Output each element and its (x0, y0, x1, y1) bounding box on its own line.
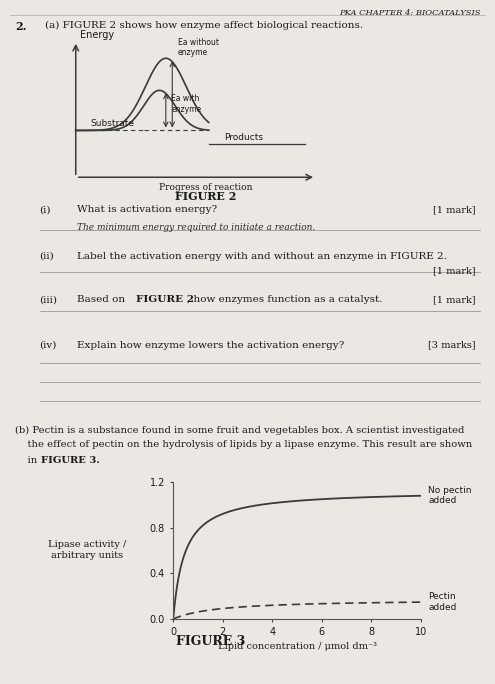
Text: Based on: Based on (77, 295, 128, 304)
X-axis label: Lipid concentration / μmol dm⁻³: Lipid concentration / μmol dm⁻³ (217, 642, 377, 650)
Text: Progress of reaction: Progress of reaction (159, 183, 252, 192)
Text: Substrate: Substrate (91, 120, 135, 129)
Text: Lipase activity /
arbitrary units: Lipase activity / arbitrary units (48, 540, 126, 560)
Text: (i): (i) (40, 205, 51, 214)
Text: FIGURE 3.: FIGURE 3. (41, 456, 99, 464)
Text: 2.: 2. (15, 21, 26, 31)
Text: FIGURE 2: FIGURE 2 (136, 295, 194, 304)
Text: Ea with
enzyme: Ea with enzyme (171, 94, 201, 114)
Text: the effect of pectin on the hydrolysis of lipids by a lipase enzyme. This result: the effect of pectin on the hydrolysis o… (15, 440, 472, 449)
Text: (b) Pectin is a substance found in some fruit and vegetables box. A scientist in: (b) Pectin is a substance found in some … (15, 425, 464, 434)
Text: Energy: Energy (80, 29, 114, 40)
Text: FIGURE 3: FIGURE 3 (176, 635, 245, 648)
Text: Label the activation energy with and without an enzyme in FIGURE 2.: Label the activation energy with and wit… (77, 252, 446, 261)
Text: What is activation energy?: What is activation energy? (77, 205, 217, 214)
Text: Ea without
enzyme: Ea without enzyme (178, 38, 219, 57)
Text: Explain how enzyme lowers the activation energy?: Explain how enzyme lowers the activation… (77, 341, 344, 350)
Text: FIGURE 2: FIGURE 2 (175, 191, 236, 202)
Text: in: in (15, 456, 40, 464)
Text: , how enzymes function as a catalyst.: , how enzymes function as a catalyst. (187, 295, 383, 304)
Text: (ii): (ii) (40, 252, 54, 261)
Text: [1 mark]: [1 mark] (433, 295, 475, 304)
Text: (a) FIGURE 2 shows how enzyme affect biological reactions.: (a) FIGURE 2 shows how enzyme affect bio… (45, 21, 363, 29)
Text: The minimum energy required to initiate a reaction.: The minimum energy required to initiate … (77, 223, 315, 232)
Text: PKA CHAPTER 4: BIOCATALYSIS: PKA CHAPTER 4: BIOCATALYSIS (339, 9, 480, 17)
Text: Pectin
added: Pectin added (428, 592, 456, 611)
Text: No pectin
added: No pectin added (428, 486, 472, 505)
Text: Products: Products (224, 133, 263, 142)
Text: [3 marks]: [3 marks] (428, 341, 475, 350)
Text: (iii): (iii) (40, 295, 57, 304)
Text: (iv): (iv) (40, 341, 57, 350)
Text: [1 mark]: [1 mark] (433, 205, 475, 214)
Text: [1 mark]: [1 mark] (433, 267, 475, 276)
